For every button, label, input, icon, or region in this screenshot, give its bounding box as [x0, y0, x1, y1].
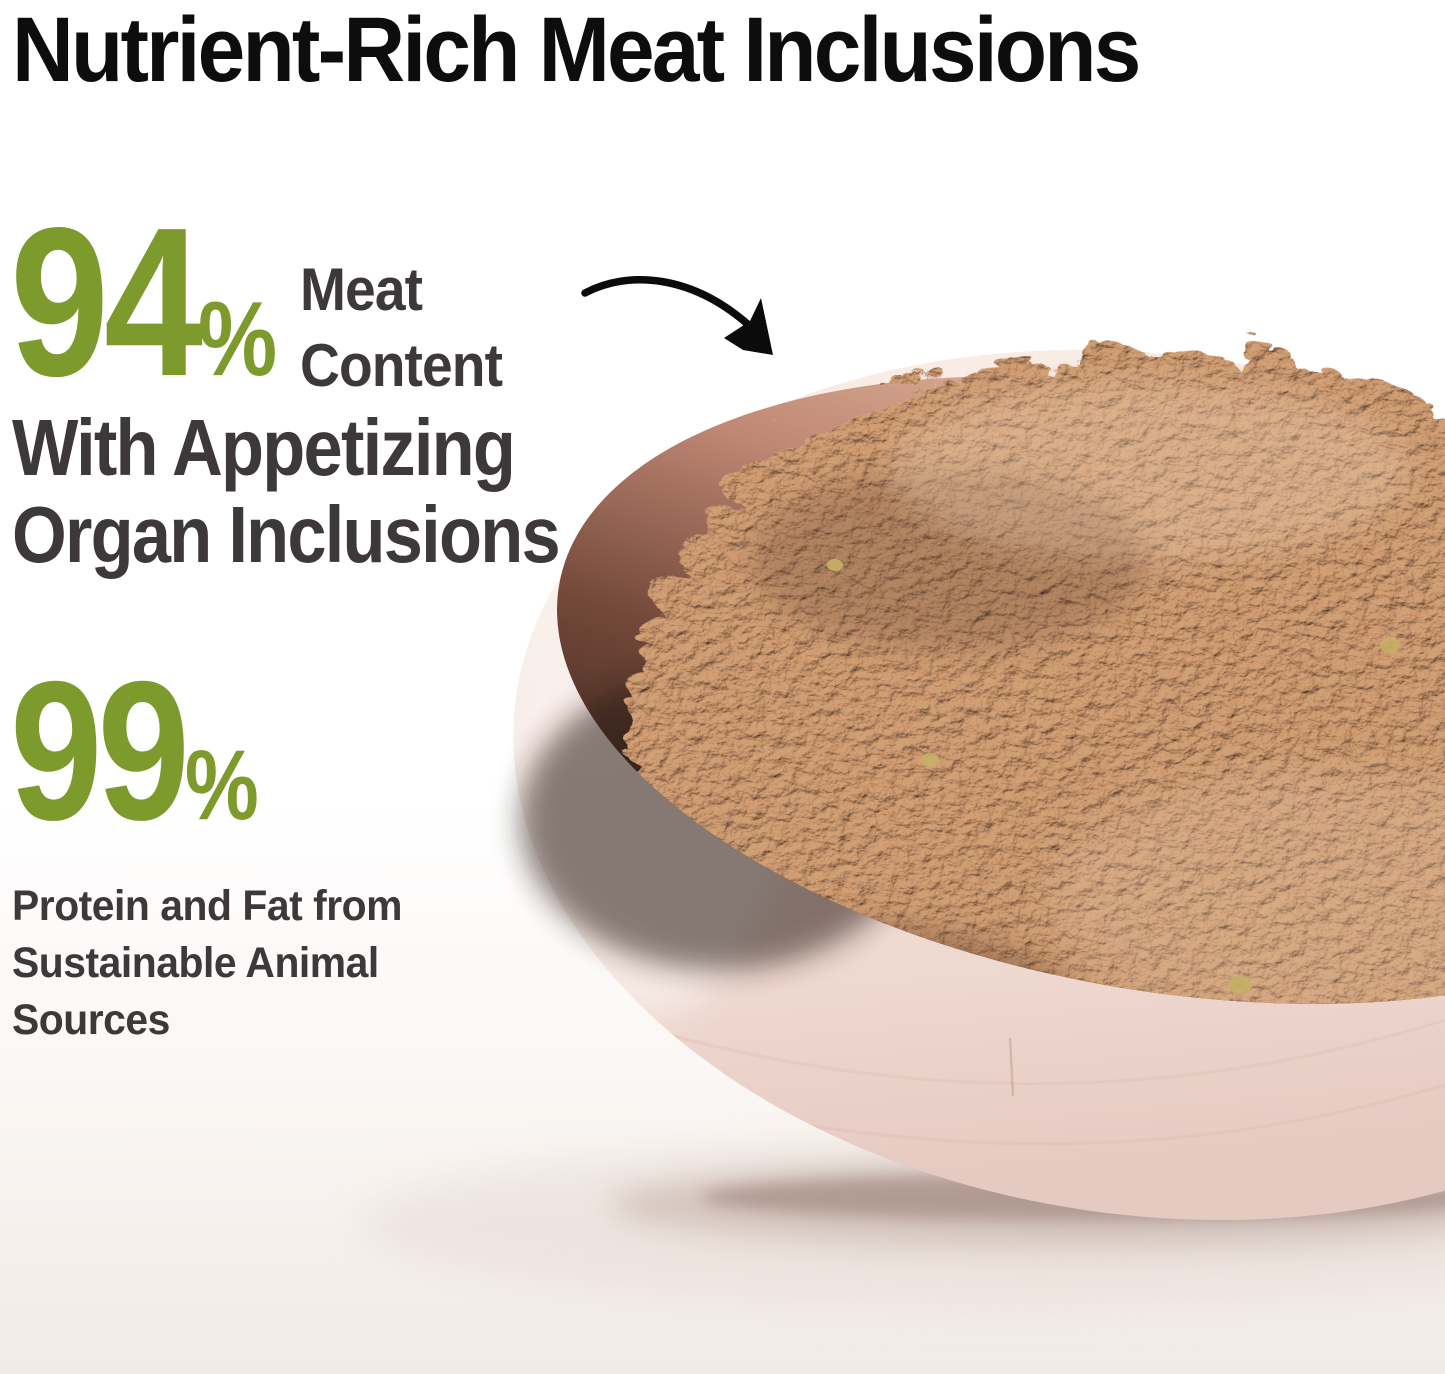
stat-meat-label-line2: Content	[300, 332, 503, 399]
stat-meat-percent-sign: %	[198, 280, 278, 398]
stat-protein-number: 99	[10, 640, 190, 861]
stat-protein-label: Protein and Fat from Sustainable Animal …	[12, 878, 402, 1049]
subtitle-line1: With Appetizing	[12, 403, 516, 492]
stat-meat-number: 94	[10, 183, 203, 420]
food-grain-bits	[827, 559, 1400, 994]
stat-protein-label-line1: Protein and Fat from	[12, 882, 402, 930]
curved-arrow-icon	[581, 275, 773, 355]
subtitle-line2: Organ Inclusions	[12, 490, 561, 579]
stat-protein-label-line2: Sustainable Animal	[12, 939, 379, 987]
stat-meat-label: Meat Content	[300, 252, 503, 404]
stat-protein-value: 99%	[10, 652, 259, 850]
page-title: Nutrient-Rich Meat Inclusions	[12, 0, 1141, 101]
stat-protein-label-line3: Sources	[12, 996, 170, 1044]
stat-protein-percent-sign: %	[184, 729, 259, 840]
subtitle: With Appetizing Organ Inclusions	[12, 403, 561, 579]
stat-meat-value: 94%	[10, 196, 277, 408]
stat-meat-label-line1: Meat	[300, 256, 423, 323]
